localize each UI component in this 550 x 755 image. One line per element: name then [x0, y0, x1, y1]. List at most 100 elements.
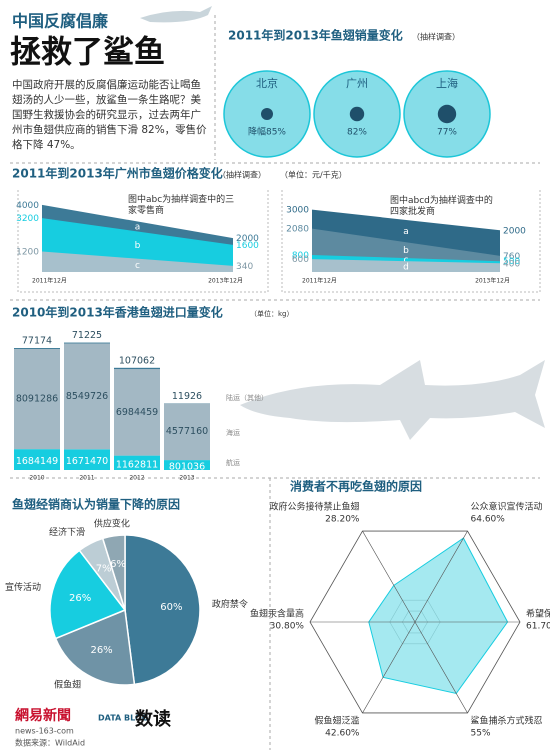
bar-segment — [114, 367, 160, 370]
value-label: 11926 — [172, 391, 202, 402]
value-label: 4577160 — [166, 426, 208, 437]
x-tick-label: 2013 — [179, 475, 194, 482]
chart-title: 2011年到2013年鱼翅销量变化 — [228, 28, 403, 43]
radar-spoke — [414, 530, 468, 623]
value-label: 2080 — [286, 225, 309, 235]
category-label: 假鱼翅泛滥 — [314, 714, 359, 726]
chart-title: 鱼翅经销商认为销量下降的原因 — [12, 497, 180, 512]
bar-segment — [14, 348, 60, 450]
value-label: 3200 — [16, 214, 39, 224]
chart-unit: （单位：元/千克） — [280, 170, 347, 180]
bar-segment — [14, 449, 60, 470]
category-label: 供应变化 — [94, 517, 130, 529]
value-label: 64.60% — [471, 515, 506, 525]
value-label: 26% — [90, 645, 112, 656]
value-label: 800 — [292, 251, 309, 261]
x-tick-label: 2010 — [29, 475, 44, 482]
bar-segment — [164, 460, 210, 470]
value-label: 500 — [503, 257, 520, 267]
chart-subtitle: （抽样调查） — [218, 170, 266, 180]
category-label: 鲨鱼捕杀方式残忍 — [471, 714, 543, 726]
site: news-163-com — [15, 727, 74, 736]
series-label: b — [403, 246, 409, 256]
chart-unit: （单位：kg） — [250, 309, 294, 318]
category-label: 政府禁令 — [212, 598, 248, 610]
series-label: c — [135, 261, 140, 271]
category-label: 希望保护鲨鱼 — [526, 608, 550, 620]
value-label: 4000 — [16, 201, 39, 211]
intro: 中国政府开展的反腐倡廉运动能否让喝鱼翅汤的人少一些，放鲨鱼一条生路呢？美国野生救… — [12, 79, 207, 151]
area-edge — [311, 255, 501, 263]
value-label: 77% — [437, 128, 457, 138]
value-label: 400 — [503, 259, 520, 269]
x-tick-label: 2013年12月 — [475, 277, 510, 285]
value-label: 3000 — [286, 206, 309, 216]
note: 图中abc为抽样调查中的三家零售商 — [128, 195, 235, 216]
bar-segment — [64, 342, 110, 344]
legend-label: 陆运（其他） — [226, 393, 268, 402]
pie-slice — [49, 549, 127, 640]
value-label: 71225 — [72, 330, 102, 341]
x-tick-label: 2013年12月 — [208, 277, 243, 285]
pie-slice — [101, 534, 126, 611]
value-label: 6984459 — [116, 407, 158, 418]
value-label: 28.20% — [325, 515, 360, 525]
series-label: a — [403, 227, 409, 237]
x-tick-label: 2011 — [79, 475, 94, 482]
area-edge — [311, 228, 501, 257]
area-edge — [41, 218, 234, 246]
category-label: 经济下滑 — [49, 526, 85, 538]
legend-label: 航运 — [226, 458, 240, 467]
value-label: 降幅85% — [248, 126, 286, 138]
legend-label: 海运 — [226, 428, 240, 437]
category-label: 上海 — [436, 76, 458, 90]
category-label: 广州 — [346, 77, 368, 90]
value-label: 60% — [160, 602, 182, 613]
category-label: 假鱼翅 — [54, 679, 81, 691]
value-label: 340 — [236, 262, 253, 272]
blog: DATA BLOG — [98, 714, 148, 723]
value-label: 55% — [471, 728, 491, 738]
x-tick-label: 2011年12月 — [302, 277, 337, 285]
category-label: 鱼翅汞含量高 — [250, 608, 304, 620]
value-label: 26% — [69, 593, 91, 604]
bar-segment — [164, 403, 210, 461]
series-label: b — [135, 241, 141, 251]
value-label: 2000 — [236, 234, 259, 244]
value-label: 8091286 — [16, 394, 58, 405]
series-label: a — [135, 223, 141, 233]
area-edge — [41, 204, 234, 240]
category-label: 公众意识宣传活动 — [471, 501, 543, 513]
value-label: 2000 — [503, 226, 526, 236]
chart-subtitle: （抽样调查） — [412, 32, 460, 42]
x-tick-label: 2011年12月 — [32, 277, 67, 285]
value-label: 801036 — [169, 462, 205, 473]
area-edge — [311, 259, 501, 265]
dot — [349, 106, 365, 122]
value-label: 1600 — [236, 241, 259, 251]
series-label: c — [404, 256, 409, 266]
area-fill — [42, 252, 233, 272]
bar-segment — [64, 449, 110, 470]
pie-slice — [124, 534, 201, 686]
blog-name: 数读 — [135, 708, 171, 730]
series-label: d — [403, 262, 409, 272]
chart-title: 2011年到2013年广州市鱼翅价格变化 — [12, 166, 223, 181]
value-label: 600 — [292, 255, 309, 265]
chart-title: 消费者不再吃鱼翅的原因 — [290, 479, 422, 494]
value-label: 107062 — [119, 355, 155, 366]
area-edge — [41, 251, 234, 267]
chart-title: 2010年到2013年香港鱼翅进口量变化 — [12, 305, 223, 320]
dot — [437, 104, 457, 124]
value-label: 7% — [96, 564, 112, 575]
value-label: 30.80% — [270, 622, 305, 632]
radar-spoke — [414, 621, 468, 714]
bar-segment — [14, 348, 60, 349]
value-label: 760 — [503, 252, 520, 262]
shark-icon — [140, 6, 212, 23]
value-label: 8549726 — [66, 391, 108, 402]
category-label: 宣传活动 — [5, 581, 41, 593]
area-edge — [311, 209, 501, 232]
